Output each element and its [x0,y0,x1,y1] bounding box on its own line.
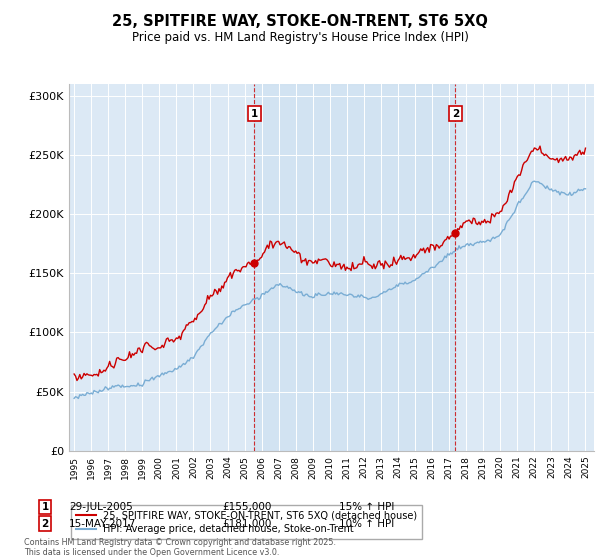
Text: 2: 2 [41,519,49,529]
Text: £181,000: £181,000 [222,519,271,529]
Bar [254,84,455,451]
Text: 2: 2 [452,109,459,119]
Text: 1: 1 [251,109,258,119]
Legend: 25, SPITFIRE WAY, STOKE-ON-TRENT, ST6 5XQ (detached house), HPI: Average price, : 25, SPITFIRE WAY, STOKE-ON-TRENT, ST6 5X… [71,505,422,539]
Text: 15-MAY-2017: 15-MAY-2017 [69,519,136,529]
Text: 10% ↑ HPI: 10% ↑ HPI [339,519,394,529]
Text: 25, SPITFIRE WAY, STOKE-ON-TRENT, ST6 5XQ: 25, SPITFIRE WAY, STOKE-ON-TRENT, ST6 5X… [112,14,488,29]
Text: Price paid vs. HM Land Registry's House Price Index (HPI): Price paid vs. HM Land Registry's House … [131,31,469,44]
Text: £155,000: £155,000 [222,502,271,512]
Text: 15% ↑ HPI: 15% ↑ HPI [339,502,394,512]
Text: 29-JUL-2005: 29-JUL-2005 [69,502,133,512]
Text: Contains HM Land Registry data © Crown copyright and database right 2025.
This d: Contains HM Land Registry data © Crown c… [24,538,336,557]
Text: 1: 1 [41,502,49,512]
